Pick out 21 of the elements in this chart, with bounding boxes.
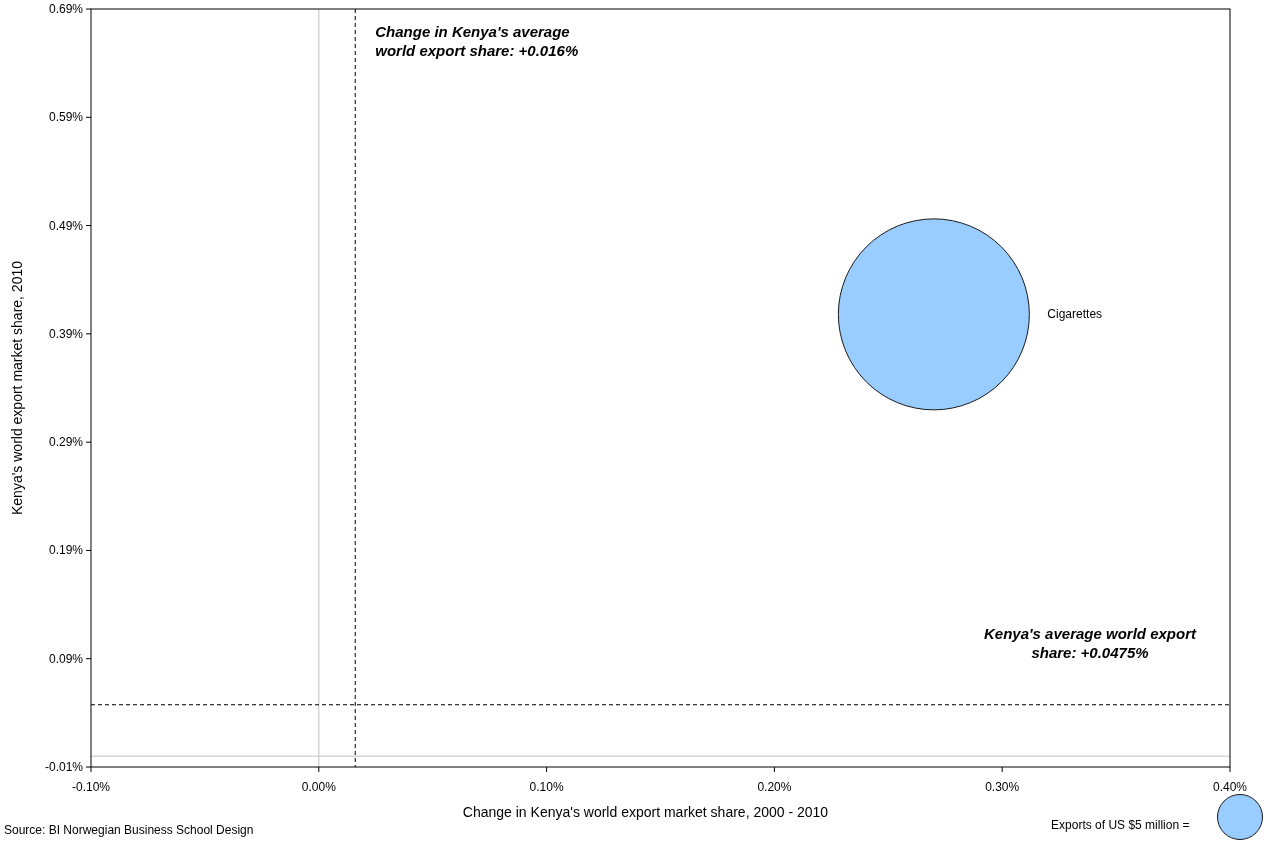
ref-line-label: Kenya's average world export share: +0.0475% bbox=[984, 624, 1197, 661]
y-tick-label: -0.01% bbox=[44, 760, 84, 774]
x-tick-label: 0.40% bbox=[1212, 780, 1248, 794]
source-note: Source: BI Norwegian Business School Design bbox=[4, 823, 254, 837]
x-axis-title: Change in Kenya's world export market share, 2000 - 2010 bbox=[462, 804, 829, 820]
legend-label: Exports of US $5 million = bbox=[1051, 818, 1190, 832]
series-label: Cigarettes bbox=[1047, 307, 1103, 322]
x-tick-label: 0.20% bbox=[757, 780, 792, 794]
x-tick-label: -0.10% bbox=[71, 780, 111, 794]
y-axis-title: Kenya's world export market share, 2010 bbox=[9, 260, 25, 516]
x-tick-label: 0.10% bbox=[529, 780, 564, 794]
y-tick-label: 0.69% bbox=[48, 2, 84, 16]
y-tick-label: 0.59% bbox=[48, 110, 84, 125]
y-tick-label: 0.49% bbox=[48, 218, 84, 233]
y-tick-label: 0.39% bbox=[48, 326, 84, 341]
x-tick-label: 0.00% bbox=[301, 780, 337, 794]
y-tick-label: 0.19% bbox=[48, 543, 84, 558]
y-tick-label: 0.29% bbox=[48, 435, 84, 450]
y-tick-label: 0.09% bbox=[48, 651, 84, 666]
ref-line-label: Change in Kenya's average world export share: +0.016% bbox=[375, 23, 579, 59]
x-tick-label: 0.30% bbox=[985, 780, 1020, 794]
